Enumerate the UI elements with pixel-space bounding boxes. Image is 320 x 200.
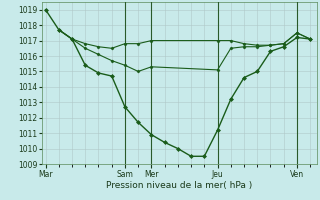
X-axis label: Pression niveau de la mer( hPa ): Pression niveau de la mer( hPa ) bbox=[106, 181, 252, 190]
